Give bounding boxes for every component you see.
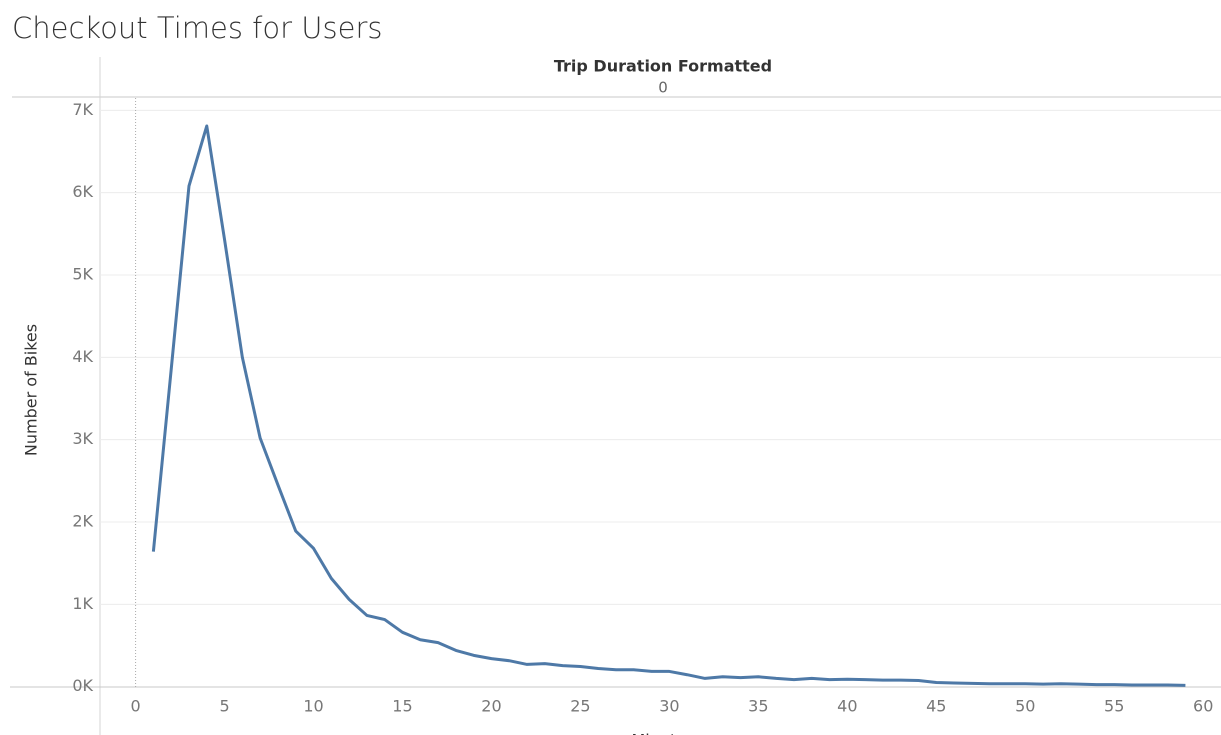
x-tick-label: 5: [219, 697, 229, 716]
x-tick-label: 50: [1015, 697, 1035, 716]
y-tick-label: 4K: [72, 347, 93, 366]
x-axis-title: Minutes: [632, 731, 695, 735]
y-tick-label: 7K: [72, 100, 93, 119]
chart-title: Checkout Times for Users: [12, 11, 383, 45]
x-tick-label: 25: [570, 697, 590, 716]
y-tick-label: 1K: [72, 594, 93, 613]
y-tick-label: 5K: [72, 265, 93, 284]
x-tick-label: 20: [481, 697, 501, 716]
y-axis-title: Number of Bikes: [22, 324, 41, 456]
line: [151, 124, 1186, 687]
x-tick-label: 55: [1104, 697, 1124, 716]
y-tick-label: 2K: [72, 511, 93, 530]
header-title: Trip Duration Formatted: [554, 57, 772, 76]
x-tick-label: 0: [130, 697, 140, 716]
x-tick-label: 60: [1193, 697, 1213, 716]
header-value: 0: [658, 79, 668, 97]
y-tick-label: 6K: [72, 182, 93, 201]
y-tick-label: 3K: [72, 429, 93, 448]
x-tick-label: 40: [837, 697, 857, 716]
x-tick-label: 15: [392, 697, 412, 716]
x-tick-label: 35: [748, 697, 768, 716]
y-tick-label: 0K: [72, 676, 93, 695]
x-tick-label: 30: [659, 697, 679, 716]
x-tick-label: 45: [926, 697, 946, 716]
x-tick-label: 10: [303, 697, 323, 716]
